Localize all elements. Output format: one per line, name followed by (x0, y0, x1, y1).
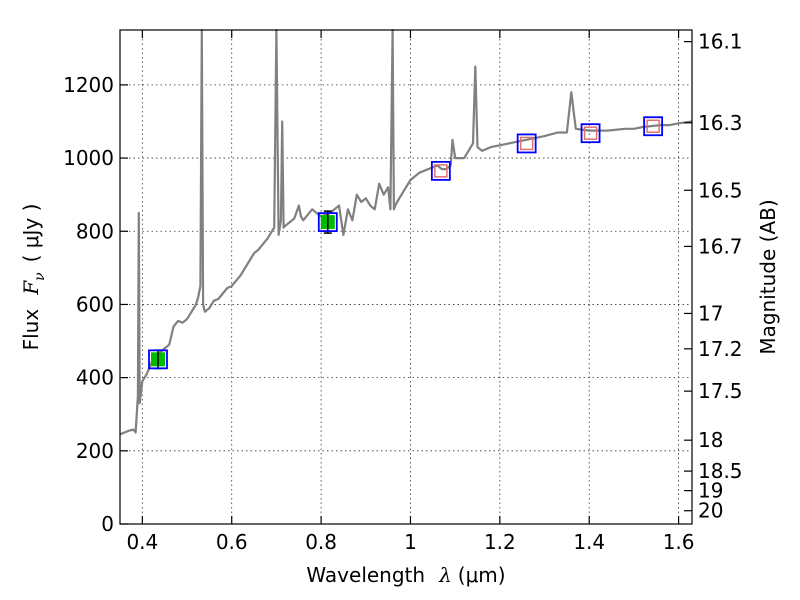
synthetic-flux-box (430, 160, 451, 181)
y-tick-label: 1000 (63, 146, 114, 170)
photometry-point-2 (430, 160, 451, 181)
photometry-points (148, 116, 664, 370)
magnitude-tick-label: 19 (698, 479, 723, 503)
y-axis-ticks: 0 200 400 600 800 1000 1200 (63, 73, 128, 536)
y-axis-label: FluxFν( μJy ) (19, 204, 48, 351)
synthetic-flux-box (516, 133, 537, 154)
synthetic-flux-box (148, 349, 168, 370)
y-tick-label: 0 (101, 512, 114, 536)
magnitude-tick-label: 18.5 (698, 459, 743, 483)
magnitude-axis-label: Magnitude (AB) (756, 199, 780, 354)
magnitude-tick-label: 20 (698, 499, 723, 523)
grid (120, 30, 692, 525)
magnitude-tick-label: 17 (698, 301, 723, 325)
model-flux-marker (519, 136, 534, 151)
model-flux-marker (583, 126, 598, 140)
y-tick-label: 600 (76, 292, 114, 316)
magnitude-tick-label: 16.1 (698, 30, 743, 54)
x-tick-label: 1.2 (484, 530, 516, 554)
y-tick-label: 200 (76, 439, 114, 463)
magnitude-tick-label: 17.2 (698, 337, 743, 361)
magnitude-tick-label: 18 (698, 428, 723, 452)
x-tick-label: 0.6 (216, 530, 248, 554)
plot-frame (119, 29, 693, 525)
y-tick-label: 400 (76, 366, 114, 390)
photometry-point-0 (148, 349, 168, 370)
magnitude-tick-label: 17.5 (698, 379, 743, 403)
y-tick-label: 800 (76, 219, 114, 243)
model-flux-marker (434, 164, 448, 178)
x-axis-label: Wavelength λ (μm) (306, 563, 505, 587)
photometry-point-1 (317, 210, 338, 234)
spectrum-line (119, 28, 693, 436)
photometry-point-4 (580, 123, 601, 144)
magnitude-tick-label: 16.7 (698, 234, 743, 258)
magnitude-tick-label: 16.3 (698, 111, 743, 135)
photometry-point-3 (516, 133, 537, 154)
y-tick-label: 1200 (63, 73, 114, 97)
photometry-point-5 (643, 116, 664, 137)
synthetic-flux-box (580, 123, 601, 144)
x-tick-label: 1.4 (573, 530, 605, 554)
x-tick-label: 0.8 (305, 530, 337, 554)
synthetic-flux-box (317, 212, 338, 233)
magnitude-tick-label: 16.5 (698, 178, 743, 202)
x-tick-label: 1.6 (663, 530, 695, 554)
spectrum-series (119, 28, 693, 436)
model-flux-marker (646, 119, 660, 133)
x-axis-ticks: 0.4 0.6 0.8 1 1.2 1.4 1.6 (126, 30, 695, 554)
x-tick-label: 1 (404, 530, 417, 554)
x-tick-label: 0.4 (126, 530, 158, 554)
synthetic-flux-box (643, 116, 664, 137)
